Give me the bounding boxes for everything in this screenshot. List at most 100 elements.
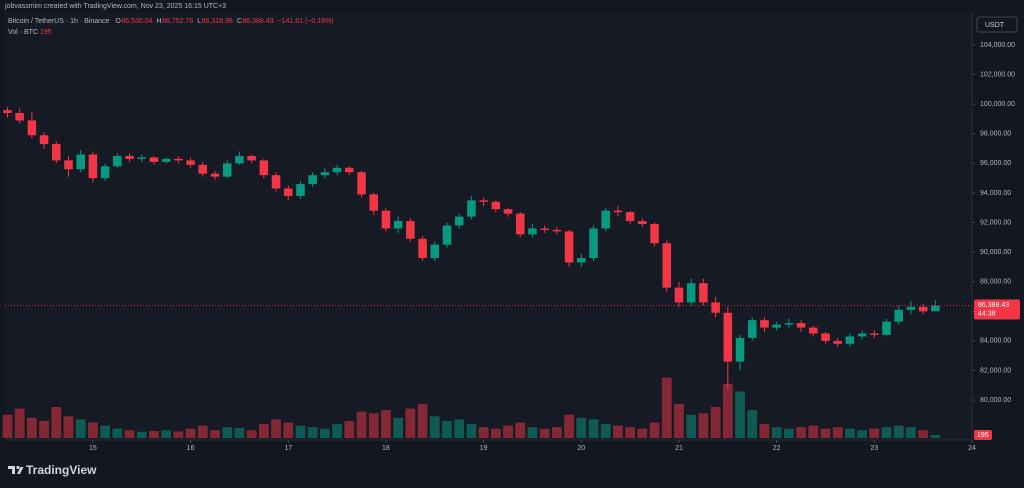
volume-bar <box>173 431 184 438</box>
volume-value: 195 <box>40 29 52 36</box>
candle-body <box>882 321 891 335</box>
volume-bar <box>527 427 538 438</box>
candle-body <box>308 175 317 185</box>
brand: TradingView <box>26 463 97 477</box>
volume-bar <box>613 425 623 438</box>
candle-body <box>906 306 916 310</box>
volume-bar <box>2 414 13 438</box>
currency: USDT <box>985 22 1005 29</box>
candle-body <box>125 155 134 159</box>
candle-body <box>931 305 940 312</box>
brand-logo <box>8 465 24 474</box>
candle-body <box>564 231 574 263</box>
volume-bar <box>185 428 196 438</box>
candle-body <box>650 224 659 244</box>
candle-body <box>64 160 73 170</box>
candle-body <box>430 244 440 259</box>
volume-bar <box>600 424 611 438</box>
volume-bar <box>14 408 25 438</box>
candle-body <box>100 166 110 179</box>
volume-bar <box>368 413 379 438</box>
volume-bar <box>686 414 697 438</box>
volume-bar <box>222 427 233 438</box>
x-tick-label: 17 <box>284 445 292 452</box>
symbol: Bitcoin / TetherUS · 1h · Binance <box>8 18 110 25</box>
volume-bar <box>588 419 599 438</box>
volume-bar <box>820 428 831 438</box>
candle-body <box>735 337 745 362</box>
volume-bar <box>100 425 111 438</box>
volume-bar <box>197 425 208 438</box>
volume-bar <box>869 428 880 438</box>
candle-body <box>283 188 293 196</box>
candle-body <box>662 243 672 288</box>
last-volume-box <box>974 429 992 440</box>
ohlc-value: 86,388.43 <box>242 18 273 25</box>
volume-bar <box>320 428 330 438</box>
volume-bar <box>551 427 562 438</box>
candle-body <box>186 160 195 165</box>
candle-body <box>137 157 147 159</box>
ohlc-value: 86,752.76 <box>162 18 193 25</box>
candle-body <box>491 201 501 210</box>
currency-box <box>976 16 1018 33</box>
volume-bar <box>161 430 172 438</box>
ohlc-value: 86,318.98 <box>202 18 233 25</box>
candle-body <box>296 184 305 196</box>
candle-body <box>174 158 183 161</box>
volume-bar <box>698 413 709 438</box>
volume-bar <box>417 403 428 438</box>
volume-bar <box>539 428 550 438</box>
volume-bar <box>149 431 159 438</box>
volume-bar <box>26 417 37 438</box>
candle-body <box>479 200 488 202</box>
candle-body <box>686 283 696 303</box>
candle-body <box>601 210 610 229</box>
ohlc-label: C <box>237 18 242 25</box>
candle-body <box>625 212 635 222</box>
volume-bar <box>393 417 404 438</box>
x-tick-label: 21 <box>675 445 683 452</box>
candle-layer <box>3 107 940 390</box>
candle-body <box>467 200 476 217</box>
ohlc-label: L <box>197 18 201 25</box>
volume-bar <box>466 424 477 438</box>
y-tick-label: 102,000.00 <box>980 71 1015 78</box>
y-tick-label: 80,000.00 <box>980 397 1011 404</box>
volume-bar <box>258 424 269 438</box>
candle-body <box>39 135 49 145</box>
volume-bar <box>918 430 929 438</box>
candle-body <box>27 120 37 136</box>
volume-bar <box>39 420 49 438</box>
candle-body <box>674 287 684 303</box>
candle-body <box>76 154 85 170</box>
volume-bar <box>344 420 355 438</box>
volume-bar <box>857 430 867 438</box>
candle-body <box>857 333 867 337</box>
candle-body <box>381 210 391 229</box>
candle-body <box>210 173 220 177</box>
change: −141.61 (−0.16%) <box>278 18 334 25</box>
candle-body <box>345 167 354 173</box>
volume-label: Vol · BTC <box>8 29 38 36</box>
candle-body <box>784 323 794 325</box>
last-price-box <box>974 299 1020 320</box>
y-tick-label: 98,000.00 <box>980 131 1011 138</box>
candle-body <box>894 309 904 322</box>
plot-area <box>5 12 972 440</box>
volume-layer <box>2 377 941 438</box>
x-tick-label: 19 <box>480 445 488 452</box>
volume-bar <box>735 391 745 438</box>
x-tick-label: 18 <box>382 445 390 452</box>
volume-bar <box>796 427 806 438</box>
candle-body <box>577 258 586 263</box>
candle-body <box>332 167 342 173</box>
candle-body <box>918 306 928 312</box>
candle-body <box>3 110 12 114</box>
candle-body <box>796 323 806 328</box>
y-tick-label: 92,000.00 <box>980 219 1011 226</box>
candle-body <box>515 213 525 235</box>
volume-bar <box>88 422 98 438</box>
